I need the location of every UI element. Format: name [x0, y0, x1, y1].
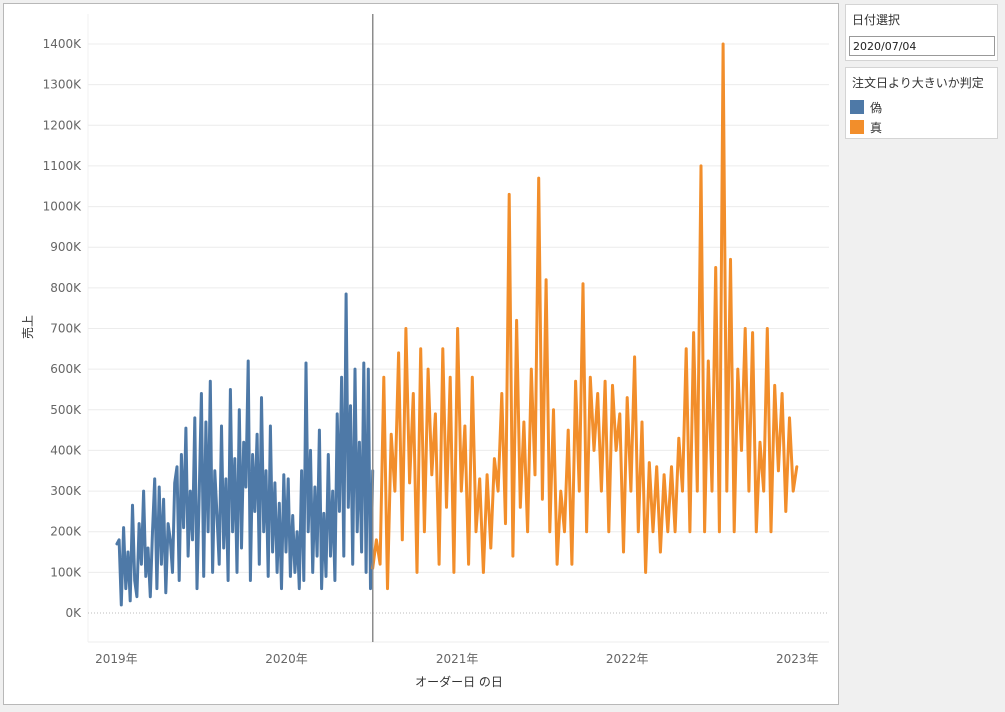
- legend-label-true: 真: [870, 120, 883, 135]
- legend-item-false[interactable]: 偽: [850, 99, 882, 115]
- y-tick-label: 200K: [50, 525, 82, 539]
- viz-frame: 0K 100K 200K 300K 400K 500K 600K 700K 800K 900K 10…: [3, 3, 839, 705]
- y-tick-label: 300K: [50, 484, 82, 498]
- y-tick-label: 1100K: [43, 159, 83, 173]
- x-tick-label: 2023年: [776, 652, 819, 666]
- y-tick-label: 800K: [50, 281, 82, 295]
- y-tick-label: 1000K: [43, 200, 83, 214]
- series-line-true[interactable]: [371, 42, 799, 591]
- y-tick-label: 100K: [50, 565, 82, 579]
- x-tick-label: 2021年: [436, 652, 479, 666]
- x-axis: 2019年 2020年 2021年 2022年 2023年: [95, 652, 818, 666]
- legend-swatch-false: [850, 100, 864, 114]
- series-line-false[interactable]: [115, 292, 375, 607]
- y-axis: 0K 100K 200K 300K 400K 500K 600K 700K 800K 900K 10…: [43, 37, 83, 620]
- date-filter-input[interactable]: [849, 36, 995, 56]
- legend-swatch-true: [850, 120, 864, 134]
- x-tick-label: 2019年: [95, 652, 138, 666]
- y-tick-label: 400K: [50, 443, 82, 457]
- series-layer: [115, 42, 799, 607]
- x-tick-label: 2020年: [265, 652, 308, 666]
- date-filter-title: 日付選択: [852, 13, 901, 27]
- y-tick-label: 700K: [50, 322, 82, 336]
- legend-label-false: 偽: [870, 100, 883, 115]
- x-axis-title: オーダー日 の日: [415, 674, 503, 689]
- y-tick-label: 1300K: [43, 78, 83, 92]
- y-tick-label: 1400K: [43, 37, 83, 51]
- y-tick-label: 900K: [50, 240, 82, 254]
- y-axis-title: 売上: [20, 315, 35, 339]
- y-tick-label: 0K: [65, 606, 82, 620]
- date-filter-card: 日付選択: [845, 4, 998, 61]
- x-tick-label: 2022年: [606, 652, 649, 666]
- y-tick-label: 500K: [50, 403, 82, 417]
- color-legend-card: 注文日より大きいか判定 偽 真: [845, 67, 998, 139]
- y-tick-label: 600K: [50, 362, 82, 376]
- sales-line-chart: 0K 100K 200K 300K 400K 500K 600K 700K 800K 900K 10…: [20, 14, 829, 689]
- y-tick-label: 1200K: [43, 118, 83, 132]
- legend-title: 注文日より大きいか判定: [852, 76, 984, 90]
- legend-item-true[interactable]: 真: [850, 119, 882, 135]
